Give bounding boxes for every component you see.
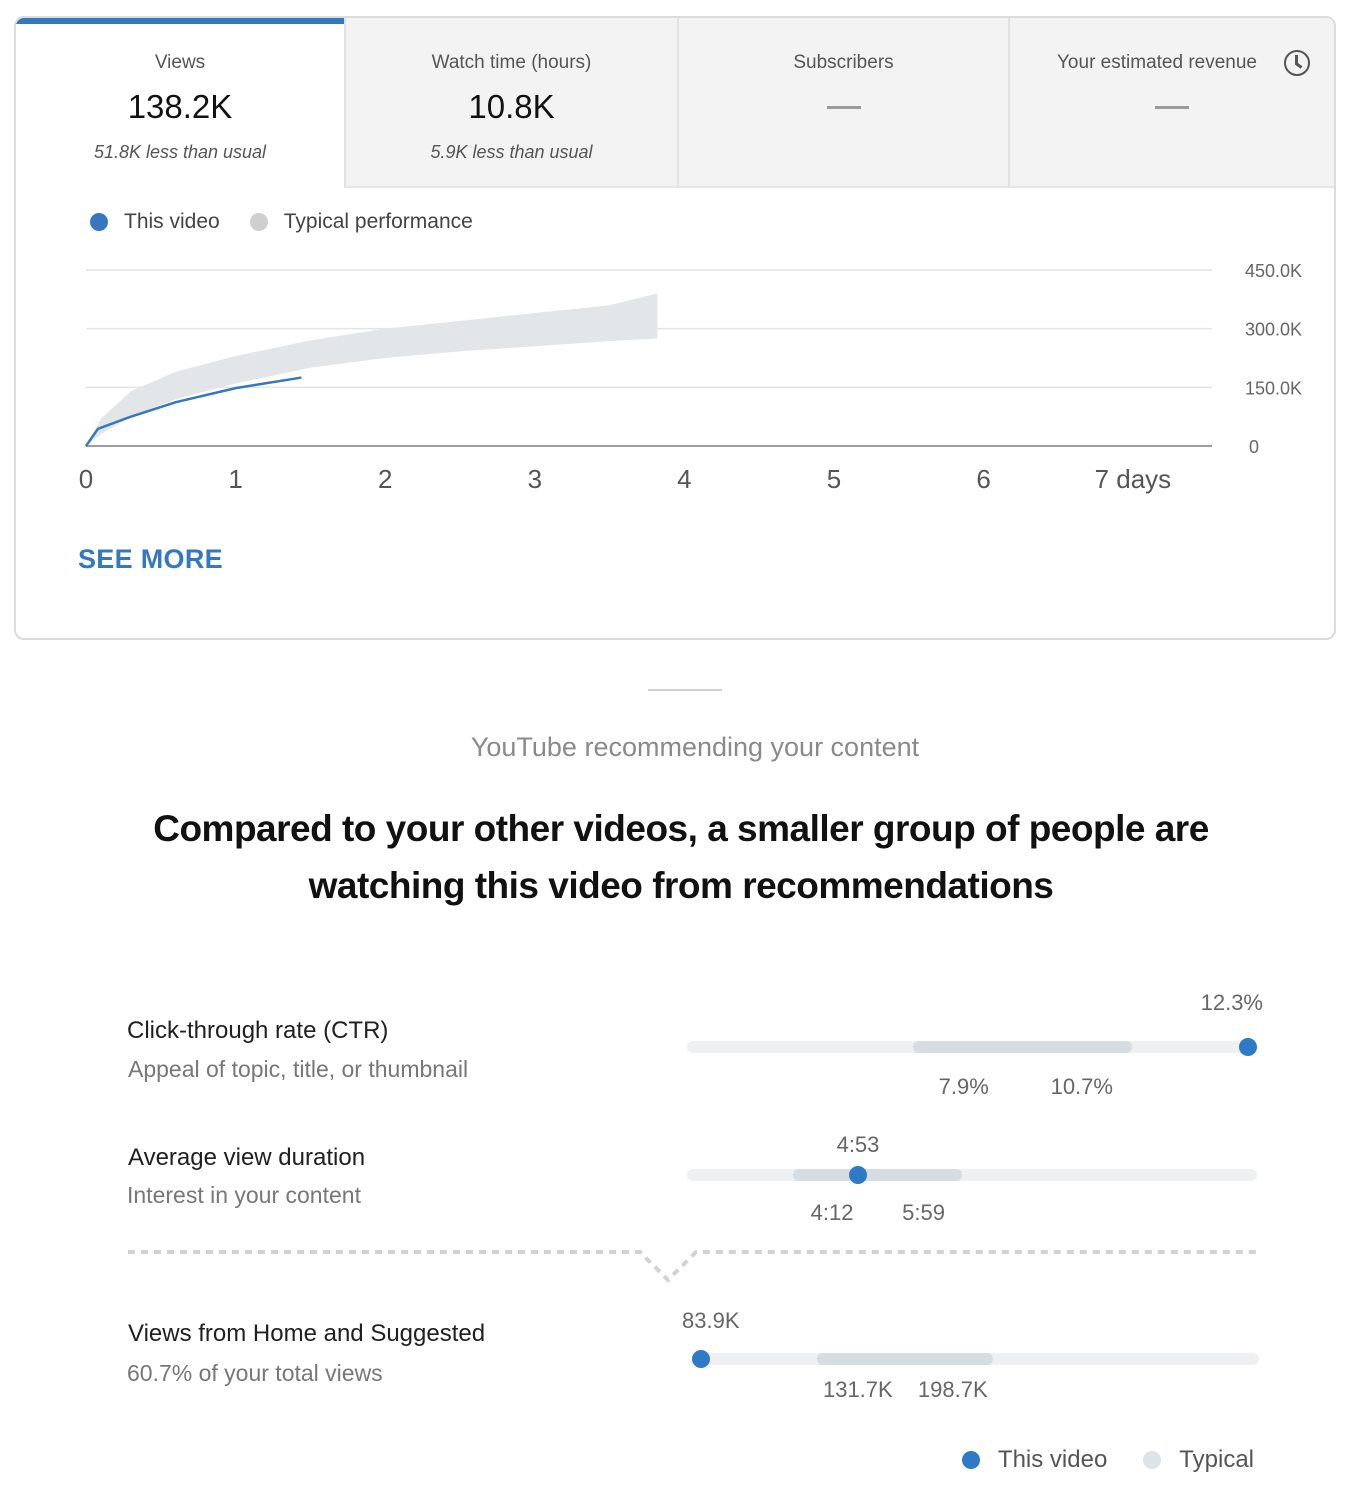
- metric-home-suggested-typical-range: [817, 1353, 994, 1365]
- views-chart: 450.0K 300.0K 150.0K 0 0 1 2 3 4 5 6 7 days: [79, 261, 1302, 494]
- bottom-legend-this-video-dot: [961, 1451, 980, 1469]
- tab-views[interactable]: Views 138.2K 51.8K less than usual: [16, 18, 344, 188]
- metric-home-suggested-track: [692, 1350, 1259, 1368]
- metric-ctr-subtitle: Appeal of topic, title, or thumbnail: [128, 1056, 469, 1082]
- metric-avd-low: 4:12: [810, 1200, 854, 1225]
- legend-this-video: This video: [90, 210, 220, 234]
- tab-views-note: 51.8K less than usual: [93, 142, 267, 162]
- metric-ctr-track: [687, 1038, 1257, 1056]
- legend-this-video-dot: [90, 213, 108, 231]
- x-tick-label: 1: [228, 464, 242, 494]
- x-tick-label: 6: [976, 464, 990, 494]
- typical-performance-band: [86, 293, 658, 446]
- metric-home-suggested-low: 131.7K: [822, 1377, 893, 1402]
- see-more-button[interactable]: SEE MORE: [78, 544, 223, 574]
- bottom-legend-typical-label: Typical: [1179, 1446, 1254, 1473]
- tab-watch-time-label: Watch time (hours): [431, 52, 592, 73]
- tab-watch-time-note: 5.9K less than usual: [430, 142, 593, 162]
- tab-revenue[interactable]: Your estimated revenue: [1008, 18, 1334, 188]
- y-tick-label: 300.0K: [1245, 320, 1302, 340]
- analytics-card: Views 138.2K 51.8K less than usual Watch…: [14, 16, 1336, 640]
- clock-icon: [1284, 50, 1310, 76]
- tab-revenue-label: Your estimated revenue: [1057, 52, 1257, 73]
- legend-this-video-label: This video: [124, 210, 220, 233]
- metric-home-suggested-title: Views from Home and Suggested: [128, 1320, 486, 1347]
- section-label: YouTube recommending your content: [470, 732, 920, 762]
- bottom-legend-typical-dot: [1143, 1451, 1162, 1469]
- bottom-legend-this-video: This video: [961, 1446, 1108, 1474]
- bottom-legend-typical: Typical: [1143, 1446, 1254, 1474]
- metric-home-suggested-marker: [692, 1350, 710, 1368]
- metric-avd-value: 4:53: [836, 1132, 880, 1157]
- dotted-separator: [128, 1250, 1258, 1283]
- metric-ctr-title: Click-through rate (CTR): [127, 1017, 389, 1044]
- legend-typical-dot: [249, 213, 268, 231]
- metric-ctr-low: 7.9%: [938, 1074, 989, 1099]
- tab-subscribers[interactable]: Subscribers: [677, 18, 1008, 188]
- metric-ctr-high: 10.7%: [1050, 1074, 1113, 1099]
- x-tick-label: 3: [528, 464, 542, 494]
- tab-watch-time-value: 10.8K: [468, 88, 555, 125]
- metric-avd-subtitle: Interest in your content: [127, 1182, 361, 1208]
- metric-ctr-marker: [1239, 1038, 1257, 1056]
- metric-home-suggested-subtitle: 60.7% of your total views: [127, 1360, 383, 1386]
- legend-typical: Typical performance: [249, 210, 473, 234]
- tab-views-value: 138.2K: [127, 88, 233, 125]
- section-headline: Compared to your other videos, a smaller…: [153, 808, 1209, 906]
- metric-avd-track: [687, 1166, 1257, 1184]
- metric-home-suggested-value: 83.9K: [682, 1308, 740, 1333]
- metric-ctr-value: 12.3%: [1200, 990, 1263, 1015]
- tab-subscribers-value: [826, 106, 861, 109]
- tab-subscribers-label: Subscribers: [793, 52, 894, 73]
- metric-avd-typical-range: [793, 1169, 963, 1181]
- y-tick-label: 0: [1249, 437, 1259, 457]
- y-tick-label: 150.0K: [1245, 378, 1302, 398]
- chart-legend: This video Typical performance: [90, 210, 503, 234]
- tab-views-label: Views: [154, 52, 206, 73]
- x-tick-label: 2: [378, 464, 392, 494]
- metric-tabs: Views 138.2K 51.8K less than usual Watch…: [16, 18, 1334, 188]
- metric-ctr-typical-range: [913, 1041, 1133, 1053]
- x-tick-label: 0: [79, 464, 93, 494]
- bottom-legend: This video Typical: [926, 1446, 1254, 1474]
- tab-revenue-value: [1155, 106, 1189, 109]
- section-divider: [648, 689, 722, 691]
- x-tick-label: 4: [677, 464, 691, 494]
- metric-home-suggested-high: 198.7K: [917, 1377, 988, 1402]
- metric-avd-marker: [849, 1166, 867, 1184]
- metric-avd-title: Average view duration: [128, 1144, 366, 1171]
- tab-watch-time[interactable]: Watch time (hours) 10.8K 5.9K less than …: [344, 18, 677, 188]
- x-tick-label: 7 days: [1095, 464, 1172, 494]
- this-video-line: [84, 376, 302, 447]
- metric-avd-high: 5:59: [902, 1200, 945, 1225]
- y-tick-label: 450.0K: [1245, 261, 1302, 281]
- legend-typical-label: Typical performance: [283, 210, 473, 233]
- bottom-legend-this-video-label: This video: [997, 1446, 1108, 1473]
- x-tick-label: 5: [827, 464, 841, 494]
